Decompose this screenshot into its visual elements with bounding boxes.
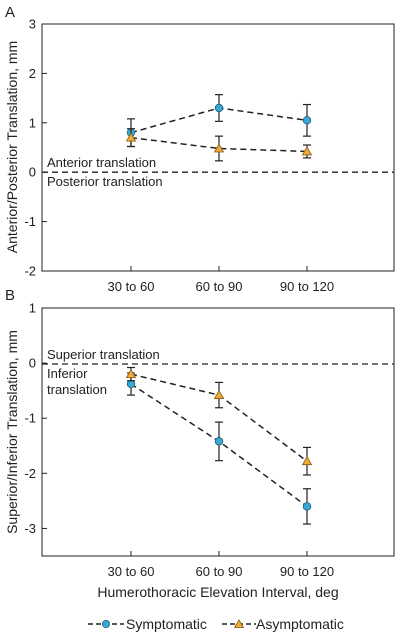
y-tick-label: -3 — [24, 521, 36, 536]
y-tick-label: -1 — [24, 214, 36, 229]
anterior-translation-label: Anterior translation — [47, 155, 156, 170]
x-tick-label: 30 to 60 — [108, 279, 155, 294]
symptomatic-point — [214, 437, 224, 446]
panel-a-y-ticks: -2 -1 0 1 2 3 — [24, 17, 47, 279]
legend-asymptomatic-label: Asymptomatic — [256, 616, 344, 632]
x-tick-label: 60 to 90 — [196, 564, 243, 579]
panel-b-x-ticks: 30 to 60 60 to 90 90 to 120 — [108, 551, 334, 579]
asymptomatic-point — [125, 368, 137, 379]
legend-symptomatic-marker — [102, 620, 111, 629]
panel-b-series — [125, 366, 313, 525]
asymptomatic-point — [213, 143, 225, 153]
x-tick-label: 90 to 120 — [280, 279, 334, 294]
panel-a: A Anterior translation Posterior transla… — [4, 4, 395, 294]
inferior-label: Inferior — [47, 366, 88, 381]
legend-asymptomatic-marker — [233, 619, 245, 628]
x-axis-title: Humerothoracic Elevation Interval, deg — [97, 584, 338, 600]
symptomatic-point — [302, 116, 312, 125]
y-tick-label: -2 — [24, 264, 36, 279]
symptomatic-point — [126, 379, 136, 389]
panel-b: B Superior translation Inferior translat… — [4, 287, 395, 600]
y-tick-label: -2 — [24, 466, 36, 481]
asymptomatic-point — [213, 389, 225, 399]
inferior-translation-label: translation — [47, 382, 107, 397]
y-tick-label: 2 — [29, 66, 36, 81]
y-tick-label: 1 — [29, 301, 36, 316]
symptomatic-point — [214, 103, 224, 113]
y-tick-label: 0 — [29, 165, 36, 180]
panel-b-letter: B — [5, 287, 15, 304]
legend-symptomatic-label: Symptomatic — [126, 616, 207, 632]
x-tick-label: 90 to 120 — [280, 564, 334, 579]
x-tick-label: 30 to 60 — [108, 564, 155, 579]
y-tick-label: -1 — [24, 411, 36, 426]
symptomatic-point — [302, 502, 312, 511]
panel-a-series — [125, 94, 313, 162]
posterior-translation-label: Posterior translation — [47, 174, 163, 189]
panel-a-y-axis-title: Anterior/Posterior Translation, mm — [4, 41, 20, 253]
asymptomatic-point — [301, 146, 313, 156]
asymptomatic-point — [301, 455, 313, 466]
superior-translation-label: Superior translation — [47, 347, 160, 362]
panel-b-frame — [41, 307, 395, 557]
y-tick-label: 3 — [29, 17, 36, 32]
legend: Symptomatic Asymptomatic — [88, 616, 344, 632]
panel-a-frame — [41, 23, 395, 272]
asymptomatic-point — [125, 132, 137, 142]
panel-a-x-ticks: 30 to 60 60 to 90 90 to 120 — [108, 266, 334, 294]
panel-b-y-axis-title: Superior/Inferior Translation, mm — [4, 330, 20, 534]
y-tick-label: 1 — [29, 115, 36, 130]
x-tick-label: 60 to 90 — [196, 279, 243, 294]
panel-b-y-ticks: -3 -2 -1 0 1 — [24, 301, 47, 536]
panel-a-letter: A — [5, 4, 15, 21]
y-tick-label: 0 — [29, 356, 36, 371]
